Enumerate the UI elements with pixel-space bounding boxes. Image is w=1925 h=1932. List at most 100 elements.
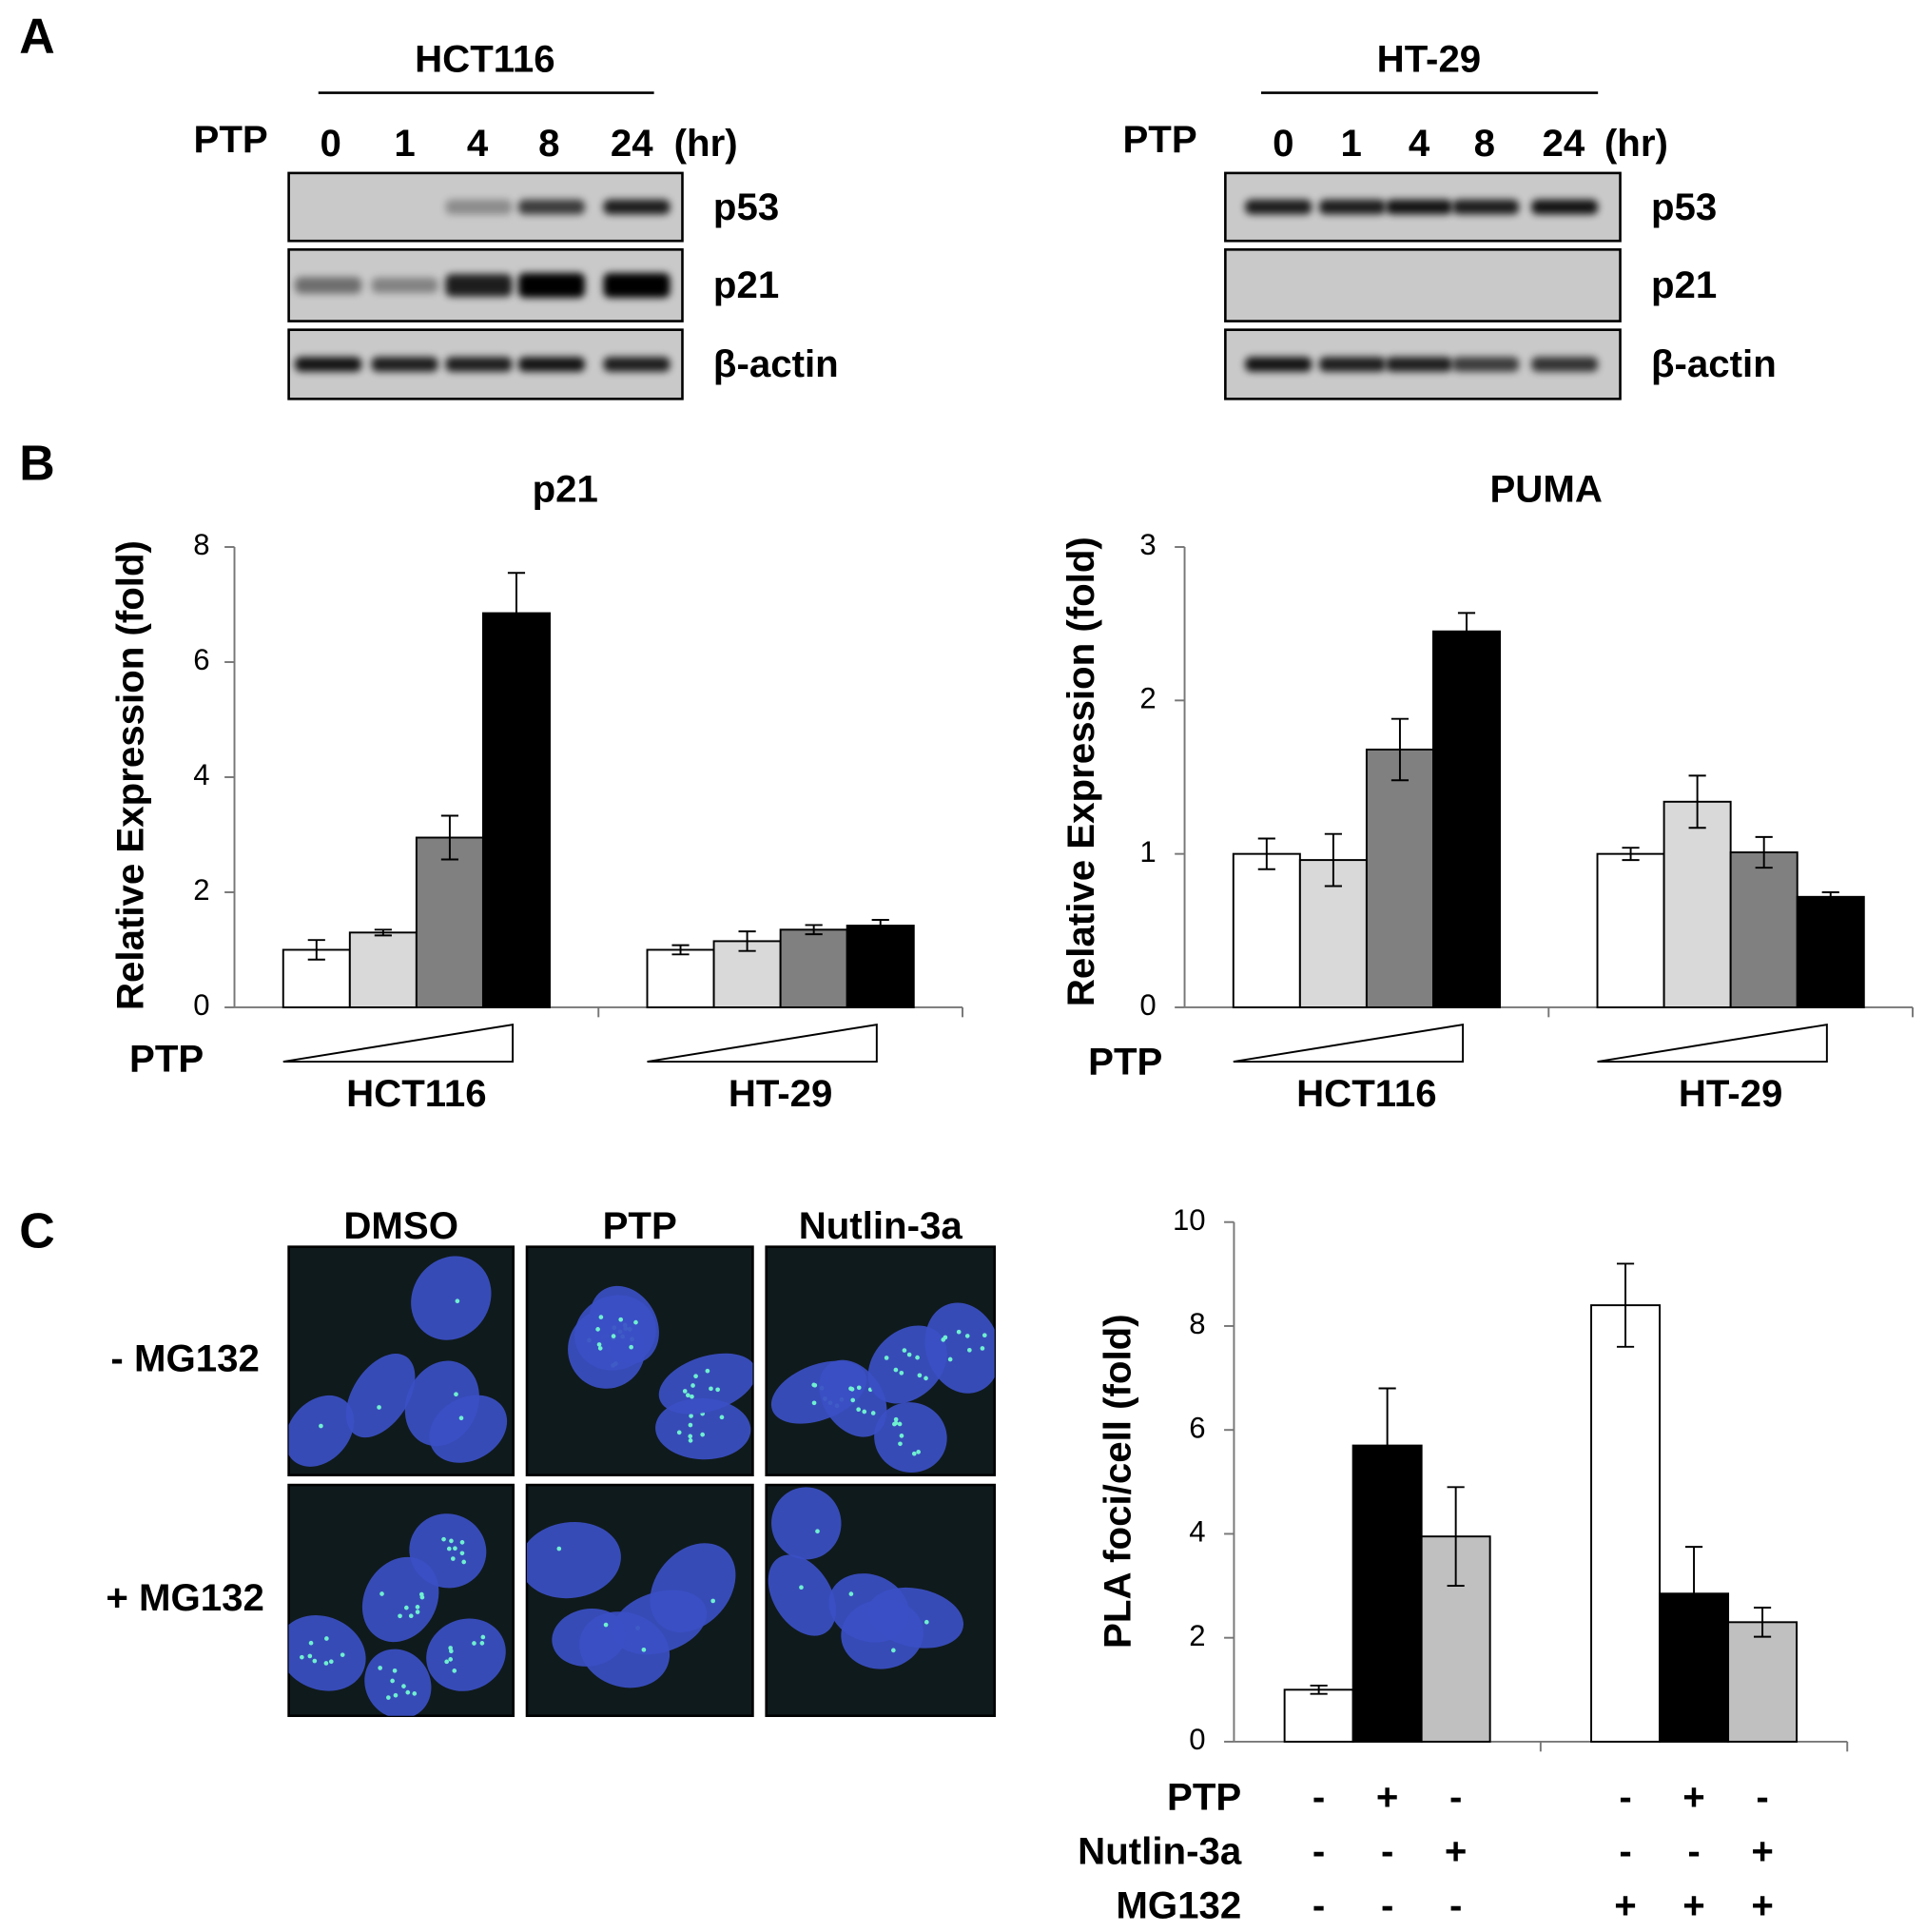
foci-dot	[449, 1649, 454, 1654]
foci-dot	[324, 1636, 329, 1641]
foci-dot	[700, 1432, 705, 1437]
foci-dot	[899, 1370, 904, 1376]
bar	[1365, 748, 1434, 1008]
foci-dot	[941, 1337, 946, 1342]
error-bar	[1457, 612, 1476, 652]
foci-dot	[597, 1346, 603, 1351]
nucleus	[429, 1395, 508, 1463]
foci-dot	[862, 1409, 867, 1415]
blot-band	[1318, 357, 1387, 372]
foci-dot	[446, 1546, 452, 1551]
foci-dot	[870, 1411, 876, 1415]
foci-dot	[454, 1392, 458, 1397]
protein-label: p53	[713, 185, 779, 228]
error-bar	[307, 939, 325, 961]
foci-dot	[893, 1367, 899, 1373]
nucleus	[768, 1554, 836, 1636]
y-axis-label: PLA foci/cell (fold)	[1097, 1314, 1139, 1649]
foci-dot	[980, 1346, 985, 1351]
foci-dot	[393, 1692, 399, 1698]
blot-band	[1452, 357, 1520, 372]
foci-dot	[328, 1659, 334, 1665]
foci-dot	[472, 1641, 476, 1646]
foci-dot	[906, 1352, 912, 1357]
category-label: HCT116	[346, 1072, 487, 1115]
bar	[1796, 895, 1865, 1008]
foci-dot	[618, 1317, 624, 1322]
foci-dot	[408, 1613, 414, 1619]
foci-dot	[415, 1610, 420, 1614]
chart-title: p21	[533, 467, 598, 510]
blot-band	[517, 199, 585, 215]
foci-dot	[300, 1654, 304, 1660]
bar	[348, 931, 418, 1008]
foci-dot	[453, 1546, 457, 1551]
foci-dot	[956, 1329, 962, 1335]
nucleus	[411, 1256, 492, 1340]
nucleus	[658, 1353, 753, 1415]
foci-dot	[340, 1652, 345, 1657]
y-tick-label: 4	[1189, 1515, 1205, 1549]
foci-dot	[598, 1315, 604, 1319]
micrograph	[765, 1245, 997, 1476]
foci-dot	[412, 1691, 418, 1696]
error-bar	[871, 919, 889, 933]
unit-label: (hr)	[1604, 122, 1668, 165]
nuclei	[768, 1487, 964, 1669]
condition-label: Nutlin-3a	[1078, 1830, 1242, 1873]
blot-strip	[1224, 248, 1622, 322]
condition-sign: -	[1312, 1776, 1325, 1819]
condition-sign: +	[1682, 1884, 1705, 1927]
y-tick-label: 2	[1139, 682, 1156, 715]
condition-sign: +	[1682, 1776, 1705, 1819]
blot-band	[295, 277, 362, 294]
foci-dot	[459, 1551, 465, 1556]
protein-label: β-actin	[1651, 342, 1777, 385]
y-tick-label: 2	[193, 873, 209, 907]
foci-dot	[848, 1386, 853, 1392]
condition-sign: +	[1751, 1884, 1774, 1927]
error-bar	[440, 814, 458, 861]
condition-sign: +	[1445, 1830, 1468, 1873]
foci-dot	[450, 1556, 456, 1561]
foci-dot	[690, 1383, 695, 1388]
timepoint-label: 1	[394, 122, 415, 165]
bar	[1232, 852, 1301, 1008]
foci-dot	[690, 1394, 694, 1399]
foci-dot	[799, 1585, 804, 1590]
nucleus	[288, 1615, 366, 1691]
blot-band	[603, 357, 671, 372]
foci-dot	[392, 1668, 398, 1673]
nucleus	[527, 1521, 621, 1599]
foci-dot	[964, 1334, 970, 1338]
condition-label: MG132	[1116, 1884, 1241, 1927]
foci-dot	[693, 1374, 698, 1379]
foci-dot	[307, 1653, 313, 1659]
foci-dot	[915, 1355, 920, 1360]
foci-dot	[682, 1389, 688, 1394]
timepoint-label: 8	[538, 122, 559, 165]
bar	[1662, 800, 1732, 1008]
timepoint-label: 4	[1409, 122, 1430, 165]
image-row-label: + MG132	[106, 1576, 264, 1619]
bar	[1727, 1621, 1799, 1743]
foci-dot	[480, 1634, 486, 1640]
nucleus	[361, 1556, 439, 1643]
foci-dot	[308, 1640, 314, 1646]
foci-dot	[884, 1356, 889, 1360]
foci-dot	[379, 1591, 384, 1596]
foci-dot	[685, 1393, 690, 1398]
foci-dot	[448, 1657, 454, 1662]
bar	[1283, 1688, 1354, 1743]
y-tick-label: 4	[193, 758, 209, 791]
blot-band	[1318, 199, 1387, 215]
error-bar	[1378, 1387, 1396, 1504]
foci-dot	[891, 1648, 896, 1653]
condition-sign: -	[1619, 1776, 1631, 1819]
treatment-label: PTP	[194, 118, 268, 161]
foci-dot	[893, 1416, 899, 1422]
nucleus	[409, 1513, 487, 1589]
error-bar	[1447, 1486, 1465, 1588]
foci-dot	[676, 1430, 682, 1435]
